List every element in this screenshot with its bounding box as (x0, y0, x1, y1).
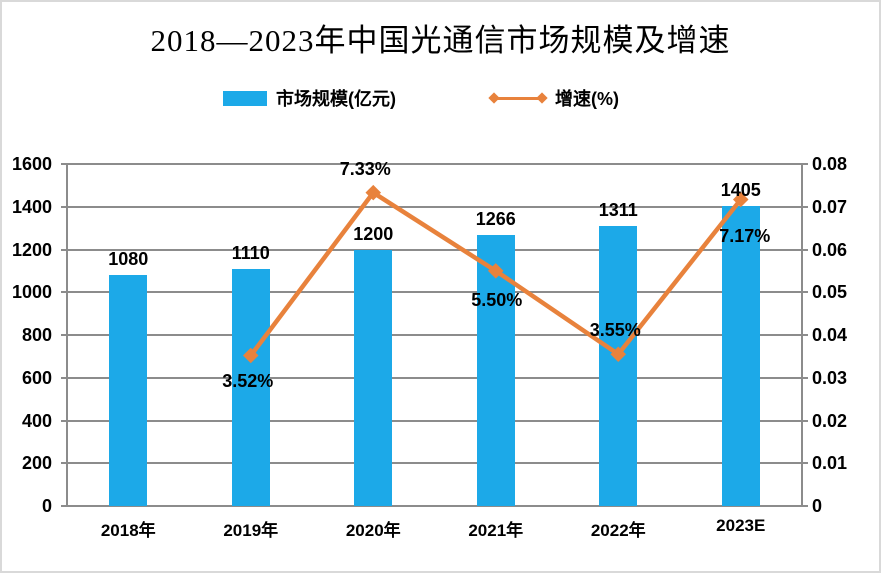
x-axis-label: 2019年 (223, 521, 279, 540)
gridline (61, 248, 808, 251)
x-axis: 2018年 2019年 2020年 2021年 2022年 2023E (67, 516, 802, 540)
gridline (61, 163, 808, 165)
legend-item-market: 市场规模(亿元) (223, 85, 396, 111)
growth-line-layer (242, 184, 749, 364)
y-axis-right-tick: 0 (812, 496, 823, 516)
y-axis-right-tick: 0.08 (812, 154, 848, 174)
legend-label-growth: 增速(%) (555, 89, 619, 109)
y-axis-left-tick: 800 (21, 325, 52, 345)
y-axis-left-tick: 1200 (11, 239, 52, 260)
bar (354, 249, 393, 506)
diamond-marker-icon (242, 347, 259, 364)
y-axis-right-tick: 0.01 (812, 453, 848, 474)
plot-area: 1080 1110 1200 1266 1311 1405 3.52% 7.33% 5.50% 3… (61, 160, 808, 507)
line-series-swatch (488, 92, 548, 104)
growth-value-label: 3.52% (222, 370, 274, 391)
chart-title: 2018—2023年中国光通信市场规模及增速 (150, 23, 731, 58)
legend-label-market: 市场规模(亿元) (276, 89, 396, 109)
legend-item-growth: 增速(%) (488, 85, 619, 111)
bar-value-label: 1080 (108, 249, 149, 270)
x-axis-label: 2023E (716, 516, 766, 535)
y-axis-left-tick: 1000 (11, 282, 52, 303)
gridline (61, 462, 808, 465)
y-axis-left-tick: 400 (21, 410, 52, 431)
growth-value-label: 3.55% (589, 320, 641, 341)
bar-value-label: 1405 (720, 179, 761, 200)
y-axis-left-tick: 1400 (11, 196, 52, 217)
x-axis-label: 2020年 (345, 521, 401, 540)
bar-series-swatch (223, 90, 267, 106)
bar-value-label: 1266 (475, 209, 516, 230)
y-axis-left-tick: 600 (21, 367, 52, 388)
bar (721, 205, 760, 506)
y-axis-right: 0 0.01 0.02 0.03 0.04 0.05 0.06 0.07 0.08 (812, 154, 872, 516)
y-axis-left: 0 200 400 600 800 1000 1200 1400 1600 (2, 154, 52, 516)
gridline (61, 505, 808, 507)
growth-value-label: 7.17% (719, 226, 771, 247)
gridline (61, 291, 808, 294)
y-axis-right-tick: 0.03 (812, 367, 848, 388)
line-segment-icon (494, 97, 542, 100)
bar (599, 225, 638, 506)
y-axis-right-tick: 0.02 (812, 410, 848, 431)
growth-value-label: 7.33% (339, 158, 391, 179)
bar (231, 268, 270, 506)
x-axis-label: 2021年 (468, 521, 524, 540)
y-axis-left-tick: 1600 (11, 154, 52, 174)
bar-value-label: 1200 (353, 223, 394, 244)
y-axis-left-tick: 200 (21, 453, 52, 474)
bar-value-label: 1110 (231, 242, 270, 263)
legend: 市场规模(亿元) 增速(%) (2, 85, 879, 111)
bar (109, 275, 148, 506)
bar-value-label: 1311 (598, 199, 638, 220)
gridline (61, 205, 808, 208)
gridline (61, 376, 808, 379)
gridline (61, 334, 808, 336)
diamond-marker-icon (610, 346, 627, 363)
x-axis-label: 2022年 (590, 521, 646, 540)
y-axis-right-tick: 0.04 (812, 325, 848, 345)
y-axis-right-tick: 0.07 (812, 196, 848, 217)
diamond-marker-icon (536, 92, 548, 104)
y-axis-left-tick: 0 (41, 496, 52, 516)
gridline (61, 419, 808, 422)
growth-value-label: 5.50% (471, 289, 523, 310)
y-axis-right-tick: 0.05 (812, 282, 848, 303)
y-axis-right-tick: 0.06 (812, 239, 848, 260)
x-axis-label: 2018年 (100, 521, 156, 540)
